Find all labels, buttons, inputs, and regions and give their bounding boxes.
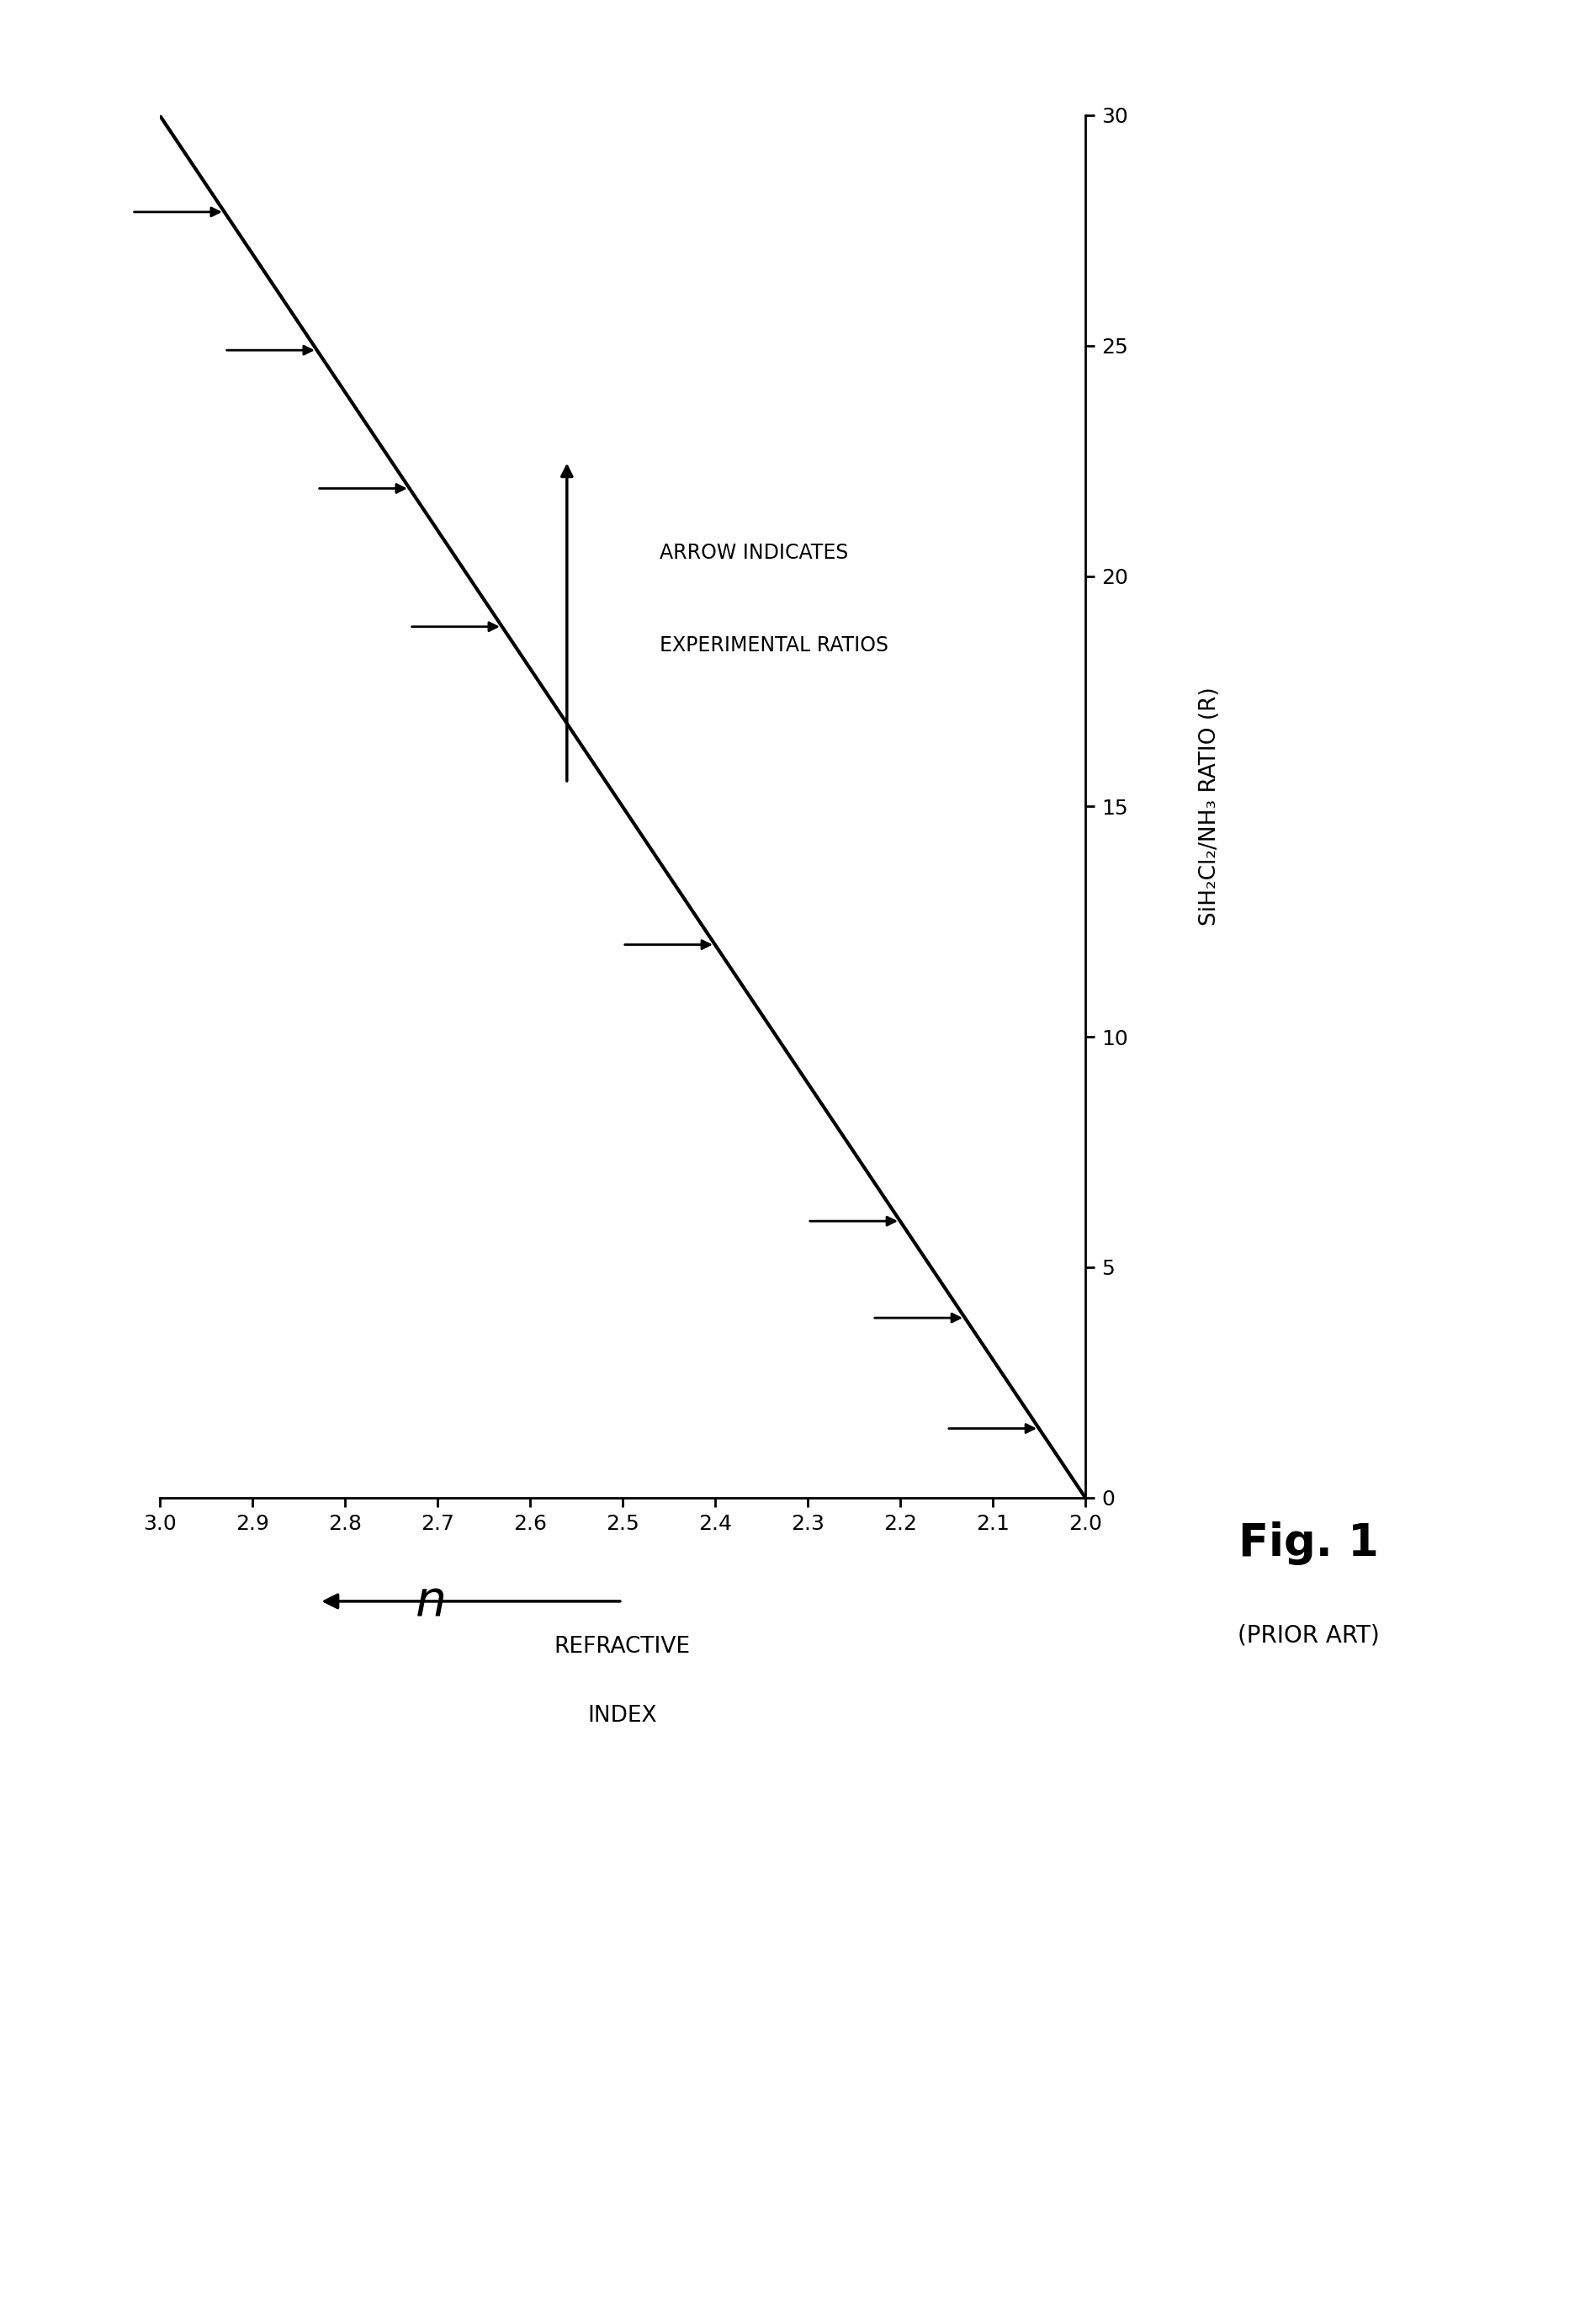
Y-axis label: SiH₂Cl₂/NH₃ RATIO (R): SiH₂Cl₂/NH₃ RATIO (R) <box>1199 687 1221 926</box>
Text: (PRIOR ART): (PRIOR ART) <box>1238 1624 1379 1647</box>
Text: REFRACTIVE: REFRACTIVE <box>554 1636 691 1657</box>
Text: INDEX: INDEX <box>587 1705 658 1726</box>
Text: EXPERIMENTAL RATIOS: EXPERIMENTAL RATIOS <box>659 636 889 654</box>
Text: Fig. 1: Fig. 1 <box>1238 1523 1379 1564</box>
Text: n: n <box>415 1578 447 1624</box>
Text: ARROW INDICATES: ARROW INDICATES <box>659 544 847 562</box>
